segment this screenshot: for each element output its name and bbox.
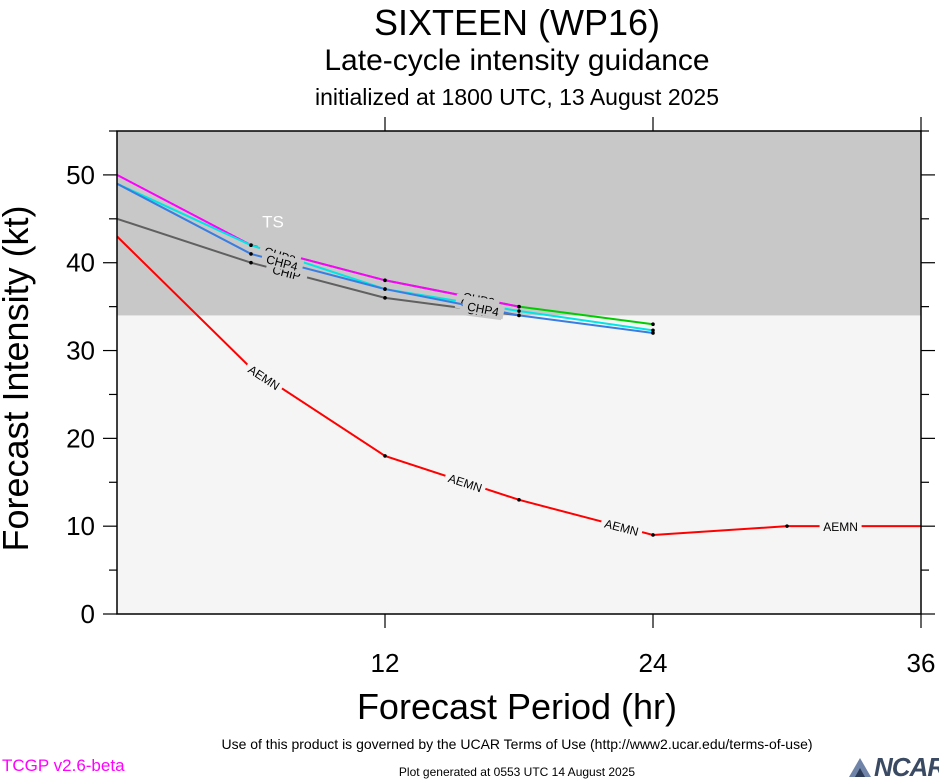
data-point bbox=[249, 260, 253, 265]
series-label-bg bbox=[242, 359, 286, 395]
series-label-text: AEMN bbox=[823, 520, 858, 534]
series-line-chip bbox=[116, 217, 520, 317]
series-layer: AEMNAEMNAEMNAEMNCHIPCHIPCHP1CHP1CHP2CHP2… bbox=[116, 174, 921, 539]
data-point bbox=[517, 498, 521, 502]
plot-frame bbox=[116, 130, 922, 615]
data-point bbox=[383, 287, 387, 291]
series-label-bg bbox=[260, 250, 305, 275]
data-point bbox=[249, 252, 253, 256]
data-point bbox=[249, 243, 253, 247]
data-point bbox=[651, 322, 655, 327]
generated-time: Plot generated at 0553 UTC 14 August 202… bbox=[398, 765, 636, 779]
series-label-aemn: AEMN bbox=[819, 519, 862, 534]
x-axis-label: Forecast Period (hr) bbox=[356, 686, 678, 727]
below-ts-background bbox=[117, 315, 921, 614]
series-label-bg bbox=[461, 297, 506, 320]
chart-title: SIXTEEN (WP16) bbox=[373, 2, 661, 43]
axis-layer: 0 10 20 30 40 50 12 24 36 bbox=[66, 117, 935, 678]
data-point bbox=[517, 304, 521, 309]
data-point bbox=[383, 296, 387, 300]
terms-of-use: Use of this product is governed by the U… bbox=[221, 736, 813, 752]
series-label-bg bbox=[599, 514, 644, 539]
data-point bbox=[383, 454, 387, 458]
ts-band-label: TS bbox=[262, 213, 284, 232]
ts-band bbox=[117, 131, 921, 316]
series-label-text: CHP4 bbox=[466, 299, 500, 319]
init-time: initialized at 1800 UTC, 13 August 2025 bbox=[314, 84, 720, 110]
series-label-bg bbox=[443, 469, 488, 496]
series-label-chp4: CHP4 bbox=[461, 297, 506, 320]
ncar-logo-text: NCAR bbox=[874, 752, 939, 782]
y-tick-label: 50 bbox=[66, 160, 95, 190]
y-tick-label: 10 bbox=[66, 511, 95, 541]
y-tick-label: 0 bbox=[81, 599, 95, 629]
data-point bbox=[383, 278, 387, 283]
y-tick-label: 20 bbox=[66, 423, 95, 453]
data-point bbox=[517, 309, 521, 313]
y-tick-label: 30 bbox=[66, 336, 95, 366]
x-tick-label: 12 bbox=[371, 648, 400, 678]
series-label-bg bbox=[819, 519, 862, 534]
data-point bbox=[651, 533, 655, 537]
series-line-chp2 bbox=[116, 174, 520, 308]
chart-subtitle: Late-cycle intensity guidance bbox=[324, 44, 710, 77]
version-label: TCGP v2.6-beta bbox=[2, 756, 125, 775]
data-point bbox=[785, 524, 789, 528]
data-point bbox=[651, 328, 655, 333]
y-tick-label: 40 bbox=[66, 248, 95, 278]
ncar-logo: NCAR bbox=[848, 752, 939, 782]
x-tick-label: 24 bbox=[639, 648, 668, 678]
ncar-logo-icon bbox=[849, 758, 871, 777]
data-point bbox=[517, 313, 521, 318]
data-point bbox=[651, 331, 655, 335]
y-axis-label: Forecast Intensity (kt) bbox=[0, 205, 36, 551]
x-tick-label: 36 bbox=[907, 648, 936, 678]
